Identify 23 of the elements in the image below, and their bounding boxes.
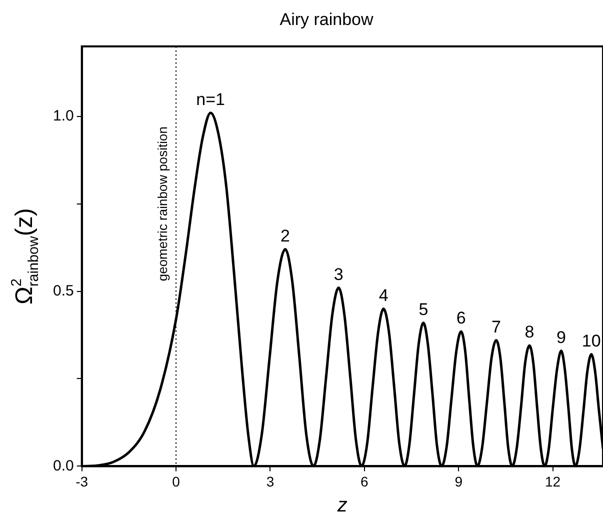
annotation: 2	[280, 226, 290, 246]
x-tick-label: 9	[454, 473, 463, 490]
x-tick-label: -3	[76, 473, 88, 490]
annotation: 10	[582, 331, 601, 350]
annotation: 6	[456, 308, 466, 328]
ref-line-label: geometric rainbow position	[155, 126, 170, 282]
y-axis-title: Ω2rainbow(z)	[9, 208, 42, 304]
y-tick-label: 1.0	[52, 108, 74, 125]
x-tick-label: 3	[266, 473, 274, 490]
annotation: 7	[492, 317, 501, 336]
x-tick-label: 6	[360, 473, 369, 490]
annotation: n=1	[196, 90, 225, 110]
x-axis-title: z	[336, 494, 348, 517]
annotation: 5	[418, 300, 428, 319]
x-tick-label: 0	[172, 473, 180, 490]
annotation: 9	[556, 328, 566, 347]
annotation: 8	[524, 322, 534, 342]
x-tick-label: 12	[544, 473, 561, 490]
y-tick-label: 0.5	[52, 282, 74, 300]
chart-title: Airy rainbow	[280, 10, 374, 29]
annotation: 4	[378, 286, 388, 305]
annotation: 3	[334, 264, 344, 284]
text: 0.0	[52, 457, 74, 474]
